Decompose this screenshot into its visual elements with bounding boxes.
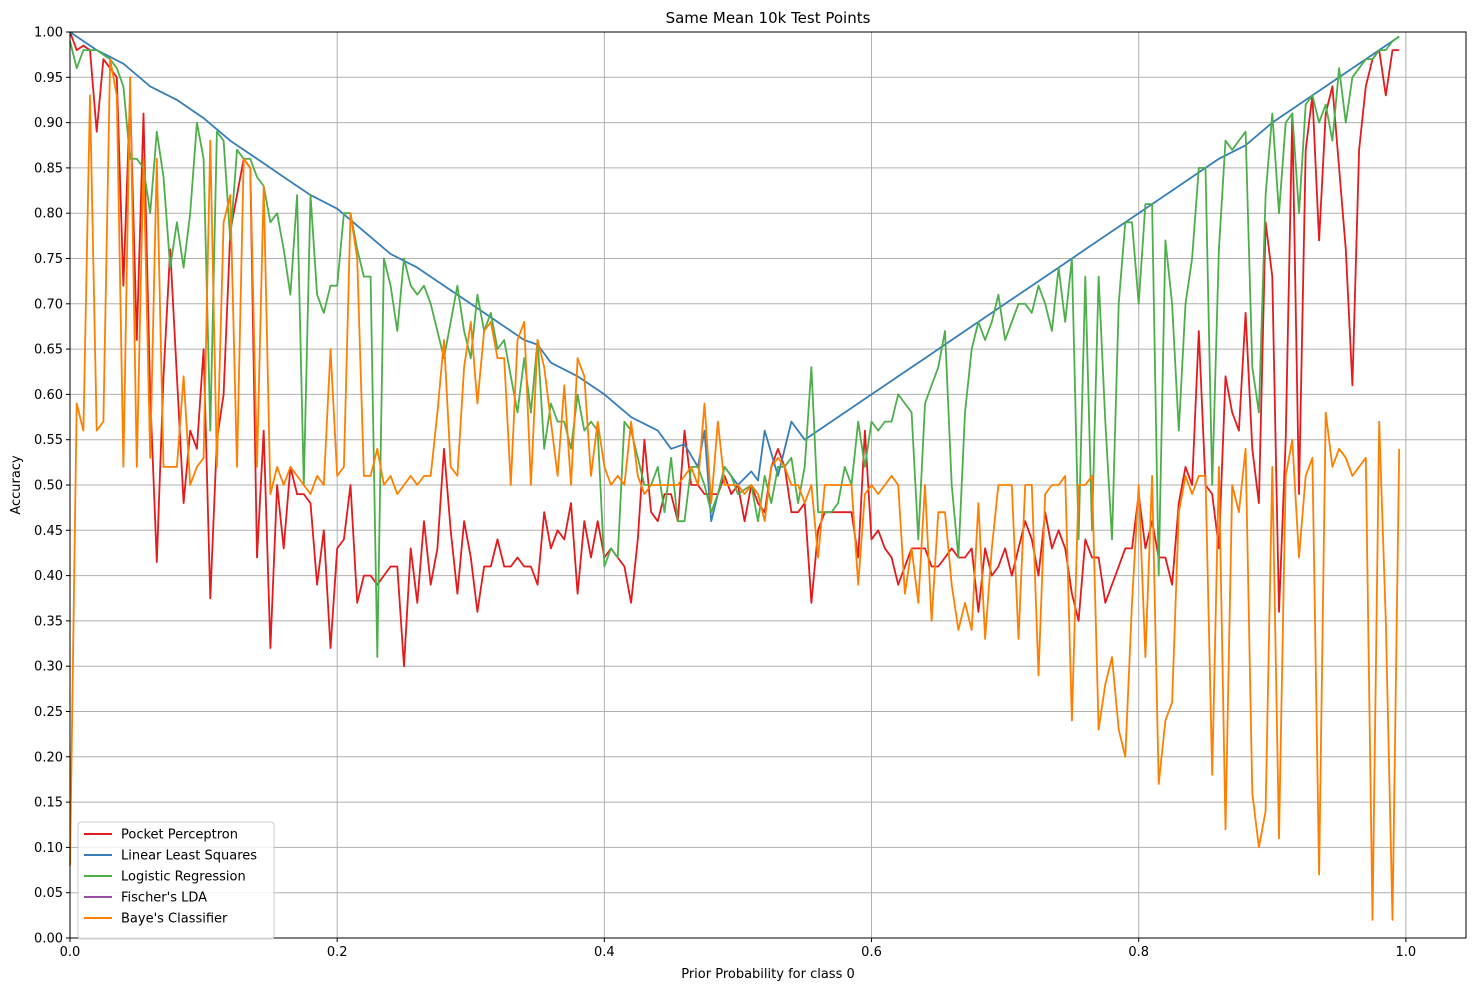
x-tick-label: 1.0	[1396, 945, 1417, 960]
x-axis-title: Prior Probability for class 0	[681, 967, 855, 982]
y-tick-label: 0.05	[34, 886, 63, 901]
series-line-logistic-regression	[69, 35, 1400, 658]
y-tick-label: 0.25	[34, 705, 63, 720]
x-tick-label: 0.6	[861, 945, 882, 960]
y-tick-label: 0.60	[34, 388, 63, 403]
y-tick-label: 0.50	[34, 479, 63, 494]
series-line-baye-s-classifier	[69, 58, 1401, 921]
y-tick-label: 0.65	[34, 343, 63, 358]
chart-title: Same Mean 10k Test Points	[666, 9, 871, 27]
legend-label-fischer-s-lda: Fischer's LDA	[121, 891, 207, 906]
y-tick-label: 0.70	[34, 297, 63, 312]
legend-label-logistic-regression: Logistic Regression	[121, 870, 246, 885]
y-tick-label: 0.35	[34, 614, 63, 629]
y-tick-label: 0.85	[34, 161, 63, 176]
y-tick-label: 0.45	[34, 524, 63, 539]
grid-lines	[69, 31, 1466, 939]
legend: Pocket Perceptron Linear Least Squares Log…	[77, 821, 275, 940]
series-lines	[69, 31, 1401, 921]
y-tick-label: 0.80	[34, 207, 63, 222]
x-tick-label: 0.2	[327, 945, 348, 960]
y-tick-label: 0.75	[34, 252, 63, 267]
y-tick-label: 0.55	[34, 433, 63, 448]
legend-label-pocket-perceptron: Pocket Perceptron	[121, 828, 238, 843]
y-tick-label: 0.00	[34, 932, 63, 947]
x-tick-label: 0.8	[1128, 945, 1149, 960]
axis-ticks: 0.0 0.2 0.4 0.6 0.8 1.0 0.00 0.05 0.10 0.15 0.20 0.…	[34, 26, 1416, 961]
y-tick-label: 0.30	[34, 660, 63, 675]
legend-box	[77, 821, 275, 940]
x-tick-label: 0.0	[60, 945, 81, 960]
y-tick-label: 0.15	[34, 796, 63, 811]
legend-label-linear-least-squares: Linear Least Squares	[121, 849, 257, 864]
series-line-pocket-perceptron	[69, 31, 1400, 668]
y-axis-title: Accuracy	[9, 455, 24, 515]
legend-label-baye-s-classifier: Baye's Classifier	[121, 912, 228, 927]
y-tick-label: 0.40	[34, 569, 63, 584]
y-tick-label: 1.00	[34, 26, 63, 41]
x-tick-label: 0.4	[594, 945, 615, 960]
y-tick-label: 0.10	[34, 841, 63, 856]
y-tick-label: 0.90	[34, 116, 63, 131]
y-tick-label: 0.20	[34, 750, 63, 765]
y-tick-label: 0.95	[34, 71, 63, 86]
